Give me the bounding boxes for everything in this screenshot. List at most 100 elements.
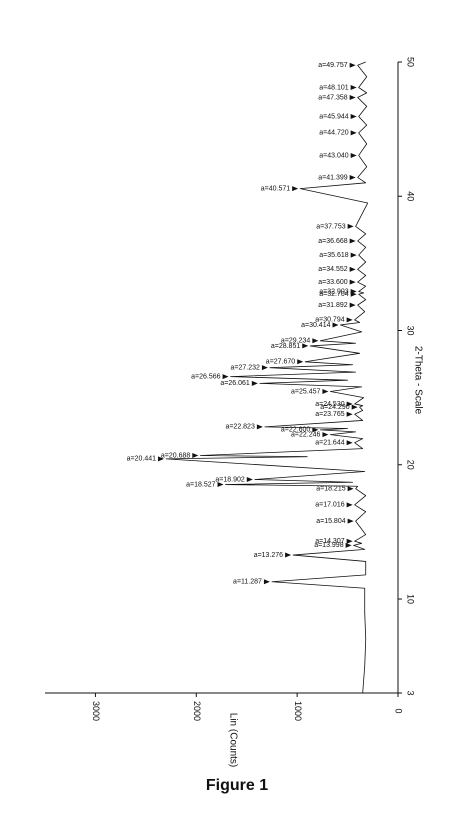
peak-label: a=30.414 bbox=[301, 322, 330, 329]
peak-label: a=41.399 bbox=[318, 174, 347, 181]
peak-marker bbox=[312, 427, 319, 433]
peak-label: a=22.600 bbox=[281, 427, 310, 434]
peak-marker bbox=[217, 482, 224, 488]
peak-marker bbox=[349, 238, 356, 244]
peak-marker bbox=[346, 317, 353, 323]
peak-label: a=13.276 bbox=[254, 552, 283, 559]
peak-label: a=33.600 bbox=[318, 279, 347, 286]
x-tick-label: 20 bbox=[406, 460, 416, 470]
peak-marker bbox=[349, 266, 356, 272]
peak-label: a=29.234 bbox=[281, 338, 310, 345]
peak-marker bbox=[246, 477, 253, 483]
peak-marker bbox=[346, 502, 353, 508]
peak-marker bbox=[261, 365, 268, 371]
peak-marker bbox=[312, 338, 319, 344]
peak-label: a=45.944 bbox=[319, 113, 348, 120]
peak-label: a=14.307 bbox=[315, 538, 344, 545]
peak-marker bbox=[350, 252, 357, 258]
peak-marker bbox=[349, 174, 356, 180]
peak-marker bbox=[297, 359, 304, 365]
y-tick-label: 0 bbox=[394, 708, 404, 713]
peak-marker bbox=[351, 404, 358, 410]
peak-label: a=32.903 bbox=[319, 288, 348, 295]
peak-marker bbox=[350, 113, 357, 119]
peak-label: a=22.246 bbox=[291, 431, 320, 438]
peak-label: a=20.441 bbox=[127, 456, 156, 463]
peak-marker bbox=[322, 432, 329, 438]
x-axis-title: 2-Theta - Scale bbox=[412, 346, 423, 415]
y-tick-label: 2000 bbox=[192, 701, 202, 721]
pattern-line bbox=[165, 61, 369, 694]
peak-marker bbox=[350, 289, 357, 295]
x-tick-label: 3 bbox=[406, 690, 416, 695]
peak-marker bbox=[350, 84, 357, 90]
peak-label: a=15.804 bbox=[316, 518, 345, 525]
peak-label: a=44.720 bbox=[319, 130, 348, 137]
peak-label: a=25.457 bbox=[291, 388, 320, 395]
peak-marker bbox=[292, 186, 299, 192]
y-tick-label: 3000 bbox=[91, 701, 101, 721]
figure-caption: Figure 1 bbox=[206, 777, 268, 794]
peak-label: a=28.851 bbox=[271, 343, 300, 350]
peak-label: a=18.527 bbox=[186, 481, 215, 488]
y-tick-label: 1000 bbox=[293, 701, 303, 721]
peak-marker bbox=[347, 486, 354, 492]
peak-marker bbox=[346, 411, 353, 417]
peak-label: a=18.215 bbox=[316, 486, 345, 493]
x-tick-label: 50 bbox=[406, 57, 416, 67]
peak-marker bbox=[322, 389, 329, 395]
peak-marker bbox=[332, 322, 339, 328]
peak-label: a=35.618 bbox=[319, 252, 348, 259]
peak-label: a=26.061 bbox=[220, 380, 249, 387]
peak-marker bbox=[346, 538, 353, 544]
peak-label: a=48.101 bbox=[319, 84, 348, 91]
peak-label: a=37.753 bbox=[316, 223, 345, 230]
peak-marker bbox=[158, 456, 165, 462]
peak-label: a=23.765 bbox=[315, 411, 344, 418]
peak-label: a=36.668 bbox=[318, 238, 347, 245]
peak-label: a=17.016 bbox=[315, 502, 344, 509]
peak-label: a=11.287 bbox=[233, 579, 262, 586]
peak-marker bbox=[349, 302, 356, 308]
peak-marker bbox=[256, 424, 263, 430]
peak-marker bbox=[192, 453, 199, 459]
peak-label: a=20.688 bbox=[161, 452, 190, 459]
peak-label: a=27.232 bbox=[231, 365, 260, 372]
peak-label: a=30.794 bbox=[315, 317, 344, 324]
peak-label: a=49.757 bbox=[318, 62, 347, 69]
peak-label: a=40.571 bbox=[261, 185, 290, 192]
peak-marker bbox=[349, 62, 356, 68]
peak-label: a=32.704 bbox=[319, 291, 348, 298]
peak-label: a=47.358 bbox=[318, 94, 347, 101]
peak-label: a=22.823 bbox=[225, 424, 254, 431]
y-axis-title: Lin (Counts) bbox=[227, 713, 238, 767]
peak-label: a=43.040 bbox=[319, 152, 348, 159]
peak-marker bbox=[345, 542, 352, 548]
peak-marker bbox=[302, 343, 309, 349]
x-tick-label: 10 bbox=[406, 594, 416, 604]
peak-label: a=27.670 bbox=[266, 359, 295, 366]
x-tick-label: 30 bbox=[406, 326, 416, 336]
peak-marker bbox=[263, 579, 270, 585]
peak-marker bbox=[350, 152, 357, 158]
peak-marker bbox=[251, 380, 258, 386]
peak-label: a=24.290 bbox=[320, 404, 349, 411]
peak-label: a=18.902 bbox=[215, 476, 244, 483]
peak-marker bbox=[347, 223, 354, 229]
peak-marker bbox=[350, 130, 357, 136]
peak-marker bbox=[222, 374, 229, 380]
peak-label: a=21.644 bbox=[315, 440, 344, 447]
peak-label: a=24.530 bbox=[315, 401, 344, 408]
peak-label: a=34.552 bbox=[318, 266, 347, 273]
peak-label: a=31.892 bbox=[318, 302, 347, 309]
peak-label: a=13.998 bbox=[314, 542, 343, 549]
peak-marker bbox=[349, 94, 356, 100]
peak-marker bbox=[285, 552, 292, 558]
peak-label: a=26.566 bbox=[191, 373, 220, 380]
peak-marker bbox=[346, 440, 353, 446]
peak-marker bbox=[349, 279, 356, 285]
x-tick-label: 40 bbox=[406, 191, 416, 201]
peak-marker bbox=[346, 401, 353, 407]
